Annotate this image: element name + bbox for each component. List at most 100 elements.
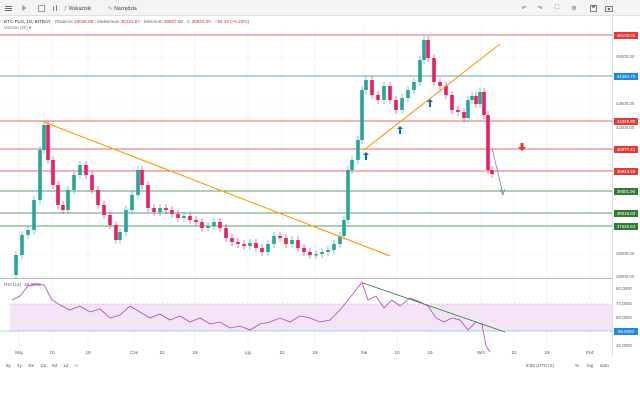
candle-body	[482, 92, 486, 115]
tools-button[interactable]: ✎ Narzędzia	[108, 4, 137, 13]
rsi-band	[10, 304, 612, 331]
time-label: 10	[49, 350, 55, 355]
candle-body	[470, 96, 474, 100]
candle-body	[108, 215, 112, 225]
price-label-40977: 40977.41	[614, 146, 638, 153]
candle-body	[84, 165, 88, 175]
bar-style-icon[interactable]	[50, 3, 60, 13]
candle-body	[164, 208, 168, 210]
candle-body	[130, 195, 134, 210]
candle-body	[46, 125, 50, 160]
candle-body	[438, 82, 442, 86]
time-label: 10	[394, 350, 400, 355]
price-label-44394: 44394.70	[614, 73, 638, 80]
candle-body	[382, 86, 386, 100]
down-arrow	[518, 143, 526, 151]
candle-body	[140, 170, 144, 185]
candle-body	[422, 40, 426, 60]
timeframe-5y[interactable]: 5y	[6, 363, 11, 368]
timeframe-5d[interactable]: 5d	[52, 363, 58, 368]
price-label-37425: 37425.64	[614, 223, 638, 230]
candle-body	[152, 208, 156, 212]
play-icon[interactable]	[19, 3, 29, 13]
candle-body	[332, 244, 336, 250]
price-tick-45000: 45000.00	[616, 54, 635, 59]
candle-body	[136, 170, 140, 195]
candle-body	[360, 90, 364, 140]
rsi-name[interactable]: RSI (14)	[4, 282, 22, 287]
candle-body	[432, 58, 436, 82]
candle-body	[66, 190, 70, 210]
camera-icon[interactable]	[604, 3, 614, 13]
candle-body	[486, 115, 490, 170]
time-label: Maj	[15, 350, 23, 355]
candle-body	[32, 200, 36, 230]
rsi-current-label: 50.0000	[614, 328, 638, 335]
candle-body	[26, 230, 30, 235]
price-label-42328: 42328.90	[614, 118, 638, 125]
close-label: C	[186, 19, 191, 24]
candle-body	[96, 190, 100, 205]
compare-icon[interactable]	[36, 3, 46, 13]
candle-body	[236, 242, 240, 244]
candle-body	[376, 95, 380, 100]
log-toggle[interactable]: log	[587, 363, 594, 368]
candle-body	[302, 248, 306, 252]
candle-body	[342, 220, 346, 236]
percent-toggle[interactable]: %	[575, 363, 580, 368]
candle-body	[188, 216, 192, 220]
timeframe-1d[interactable]: 1d	[63, 363, 69, 368]
undo-icon[interactable]: ↶	[521, 5, 527, 12]
open-value: 40045.05	[74, 19, 94, 24]
price-label-39001: 39001.90	[614, 188, 638, 195]
redo-icon[interactable]: ↷	[537, 5, 543, 12]
candle-body	[14, 255, 18, 275]
gear-icon[interactable]: ⚙	[571, 5, 577, 12]
price-axis-border	[612, 16, 613, 356]
time-label: 10	[159, 350, 165, 355]
time-label: 19	[544, 350, 550, 355]
indicators-button[interactable]: ƒ Wskaźniki	[64, 4, 91, 13]
timeframe-1m[interactable]: 1m	[40, 363, 47, 368]
candle-body	[394, 100, 398, 110]
time-label: 10	[279, 350, 285, 355]
close-value: 39943.50	[191, 19, 211, 24]
goto-date-icon[interactable]: ⇥	[74, 363, 78, 368]
candle-body	[444, 86, 448, 95]
top-toolbar: ƒ Wskaźniki ✎ Narzędzia ↶ ↷ ⛶ ⚙	[0, 0, 640, 16]
timeframe-3m[interactable]: 3m	[28, 363, 35, 368]
candle-body	[466, 100, 470, 118]
candle-body	[176, 214, 180, 218]
time-label: 19	[192, 350, 198, 355]
candle-body	[118, 232, 122, 240]
candle-body	[260, 248, 264, 252]
candle-body	[462, 112, 466, 118]
volume-label[interactable]: Volume (20) ▾	[4, 25, 32, 30]
symbol-label[interactable]: BTC-PLN, 1D, BITBAY	[4, 19, 51, 24]
candle-body	[478, 92, 482, 104]
pane-separator[interactable]	[0, 278, 612, 279]
candle-body	[266, 244, 270, 252]
auto-toggle[interactable]: auto	[600, 363, 609, 368]
candle-body	[278, 236, 282, 238]
candle-body	[314, 254, 318, 256]
fullscreen-icon[interactable]: ⛶	[554, 4, 560, 11]
clock-time[interactable]: 8:55 (UTC+2)	[526, 363, 554, 368]
chart-legend: BTC-PLN, 1D, BITBAY Otwarcie 40045.05 Ma…	[4, 18, 249, 25]
candle-body	[308, 252, 312, 255]
candle-body	[456, 110, 460, 112]
indicators-icon: ƒ	[64, 5, 67, 12]
rsi-tick-60: 60.0000	[616, 315, 632, 320]
price-tick-43000: 43000.00	[616, 101, 635, 106]
candle-body	[182, 216, 186, 218]
rsi-line	[11, 281, 491, 353]
candle-body	[412, 82, 416, 90]
menu-icon[interactable]	[3, 3, 13, 13]
trendline-up	[363, 43, 501, 151]
candle-body	[272, 236, 276, 244]
timeframe-1y[interactable]: 1y	[17, 363, 22, 368]
candle-body	[426, 40, 430, 58]
save-icon[interactable]	[588, 3, 598, 13]
candle-body	[90, 175, 94, 190]
